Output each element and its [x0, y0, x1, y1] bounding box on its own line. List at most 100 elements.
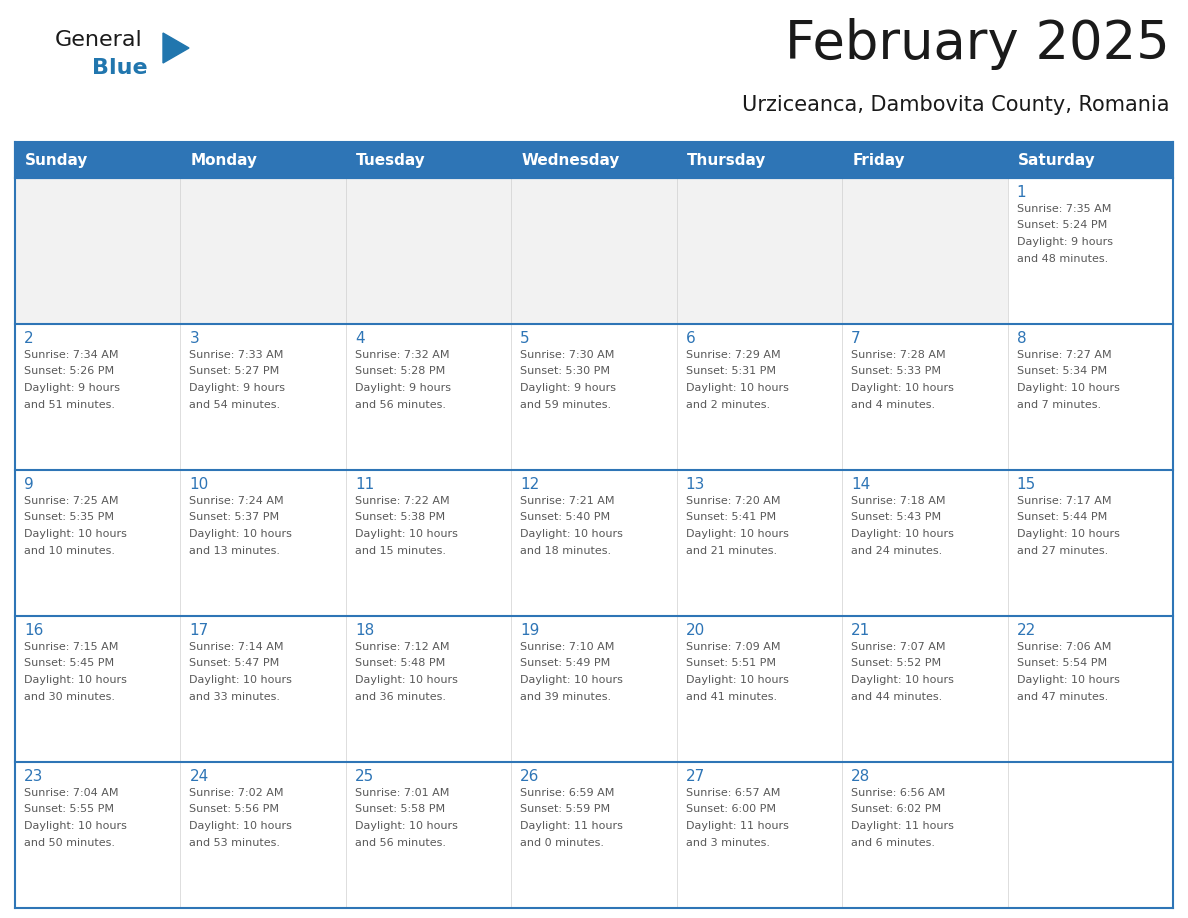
Text: Sunrise: 7:33 AM: Sunrise: 7:33 AM	[189, 350, 284, 360]
Text: 21: 21	[851, 623, 871, 638]
Text: Daylight: 9 hours: Daylight: 9 hours	[189, 383, 285, 393]
Bar	[181, 762, 346, 908]
Text: Sunrise: 7:21 AM: Sunrise: 7:21 AM	[520, 496, 614, 506]
Text: Sunrise: 7:15 AM: Sunrise: 7:15 AM	[24, 642, 119, 652]
Text: Sunset: 5:49 PM: Sunset: 5:49 PM	[520, 658, 611, 668]
Text: 15: 15	[1017, 477, 1036, 492]
Text: Sunrise: 7:35 AM: Sunrise: 7:35 AM	[1017, 204, 1111, 214]
Bar	[1007, 324, 1173, 470]
Text: Daylight: 10 hours: Daylight: 10 hours	[520, 675, 624, 685]
Text: and 41 minutes.: and 41 minutes.	[685, 691, 777, 701]
Text: Sunrise: 6:59 AM: Sunrise: 6:59 AM	[520, 788, 614, 798]
Text: Sunrise: 6:56 AM: Sunrise: 6:56 AM	[851, 788, 946, 798]
Text: Sunset: 5:45 PM: Sunset: 5:45 PM	[24, 658, 114, 668]
Bar	[511, 616, 677, 762]
Text: Sunset: 5:27 PM: Sunset: 5:27 PM	[189, 366, 279, 376]
Text: Sunset: 6:02 PM: Sunset: 6:02 PM	[851, 804, 941, 814]
Text: and 7 minutes.: and 7 minutes.	[1017, 399, 1101, 409]
Text: Sunrise: 7:28 AM: Sunrise: 7:28 AM	[851, 350, 946, 360]
Bar	[181, 470, 346, 616]
Text: 11: 11	[355, 477, 374, 492]
Text: 7: 7	[851, 331, 861, 346]
Bar	[181, 178, 346, 324]
Text: and 48 minutes.: and 48 minutes.	[1017, 253, 1108, 263]
Text: Daylight: 11 hours: Daylight: 11 hours	[851, 821, 954, 831]
Text: Sunset: 5:26 PM: Sunset: 5:26 PM	[24, 366, 114, 376]
Bar	[15, 470, 181, 616]
Text: Daylight: 9 hours: Daylight: 9 hours	[520, 383, 617, 393]
Text: Sunrise: 7:01 AM: Sunrise: 7:01 AM	[355, 788, 449, 798]
Text: Daylight: 10 hours: Daylight: 10 hours	[851, 529, 954, 539]
Bar	[15, 762, 181, 908]
Bar	[1007, 178, 1173, 324]
Bar	[346, 762, 511, 908]
Bar	[842, 178, 1007, 324]
Bar	[842, 142, 1007, 178]
Text: and 21 minutes.: and 21 minutes.	[685, 545, 777, 555]
Text: Daylight: 10 hours: Daylight: 10 hours	[189, 675, 292, 685]
Text: Sunrise: 7:06 AM: Sunrise: 7:06 AM	[1017, 642, 1111, 652]
Text: Sunrise: 7:32 AM: Sunrise: 7:32 AM	[355, 350, 449, 360]
Bar	[1007, 470, 1173, 616]
Bar	[511, 142, 677, 178]
Text: Sunrise: 7:12 AM: Sunrise: 7:12 AM	[355, 642, 449, 652]
Text: and 24 minutes.: and 24 minutes.	[851, 545, 942, 555]
Text: 24: 24	[189, 769, 209, 784]
Text: Daylight: 9 hours: Daylight: 9 hours	[355, 383, 451, 393]
Text: and 47 minutes.: and 47 minutes.	[1017, 691, 1108, 701]
Text: Sunrise: 7:02 AM: Sunrise: 7:02 AM	[189, 788, 284, 798]
Text: 26: 26	[520, 769, 539, 784]
Text: Sunset: 5:41 PM: Sunset: 5:41 PM	[685, 512, 776, 522]
Text: 3: 3	[189, 331, 200, 346]
Bar	[181, 324, 346, 470]
Text: Sunrise: 7:22 AM: Sunrise: 7:22 AM	[355, 496, 449, 506]
Text: Thursday: Thursday	[687, 152, 766, 167]
Text: Sunset: 5:55 PM: Sunset: 5:55 PM	[24, 804, 114, 814]
Text: Sunrise: 7:09 AM: Sunrise: 7:09 AM	[685, 642, 781, 652]
Text: and 18 minutes.: and 18 minutes.	[520, 545, 612, 555]
Bar	[677, 470, 842, 616]
Text: General: General	[55, 30, 143, 50]
Text: 19: 19	[520, 623, 539, 638]
Text: 2: 2	[24, 331, 33, 346]
Text: Sunset: 5:44 PM: Sunset: 5:44 PM	[1017, 512, 1107, 522]
Text: Daylight: 10 hours: Daylight: 10 hours	[1017, 529, 1119, 539]
Bar	[181, 142, 346, 178]
Bar	[677, 142, 842, 178]
Text: 6: 6	[685, 331, 695, 346]
Text: Sunset: 5:40 PM: Sunset: 5:40 PM	[520, 512, 611, 522]
Text: and 39 minutes.: and 39 minutes.	[520, 691, 612, 701]
Text: Sunrise: 7:34 AM: Sunrise: 7:34 AM	[24, 350, 119, 360]
Text: Sunset: 5:33 PM: Sunset: 5:33 PM	[851, 366, 941, 376]
Bar	[511, 178, 677, 324]
Text: February 2025: February 2025	[785, 18, 1170, 70]
Text: Sunset: 5:28 PM: Sunset: 5:28 PM	[355, 366, 446, 376]
Text: and 50 minutes.: and 50 minutes.	[24, 837, 115, 847]
Text: Saturday: Saturday	[1018, 152, 1095, 167]
Text: Sunset: 5:35 PM: Sunset: 5:35 PM	[24, 512, 114, 522]
Text: 18: 18	[355, 623, 374, 638]
Text: Sunrise: 7:14 AM: Sunrise: 7:14 AM	[189, 642, 284, 652]
Text: and 30 minutes.: and 30 minutes.	[24, 691, 115, 701]
Text: Daylight: 10 hours: Daylight: 10 hours	[520, 529, 624, 539]
Text: Daylight: 10 hours: Daylight: 10 hours	[1017, 383, 1119, 393]
Text: 10: 10	[189, 477, 209, 492]
Text: 23: 23	[24, 769, 44, 784]
Text: Sunday: Sunday	[25, 152, 88, 167]
Bar	[842, 324, 1007, 470]
Text: 28: 28	[851, 769, 871, 784]
Text: Daylight: 11 hours: Daylight: 11 hours	[685, 821, 789, 831]
Bar	[677, 178, 842, 324]
Text: 17: 17	[189, 623, 209, 638]
Text: Sunrise: 7:30 AM: Sunrise: 7:30 AM	[520, 350, 614, 360]
Text: Daylight: 10 hours: Daylight: 10 hours	[189, 821, 292, 831]
Text: Daylight: 10 hours: Daylight: 10 hours	[1017, 675, 1119, 685]
Text: Sunrise: 7:29 AM: Sunrise: 7:29 AM	[685, 350, 781, 360]
Text: Tuesday: Tuesday	[356, 152, 425, 167]
Bar	[346, 178, 511, 324]
Text: and 4 minutes.: and 4 minutes.	[851, 399, 935, 409]
Text: 20: 20	[685, 623, 704, 638]
Text: Sunrise: 7:04 AM: Sunrise: 7:04 AM	[24, 788, 119, 798]
Bar	[1007, 142, 1173, 178]
Text: Sunset: 5:30 PM: Sunset: 5:30 PM	[520, 366, 611, 376]
